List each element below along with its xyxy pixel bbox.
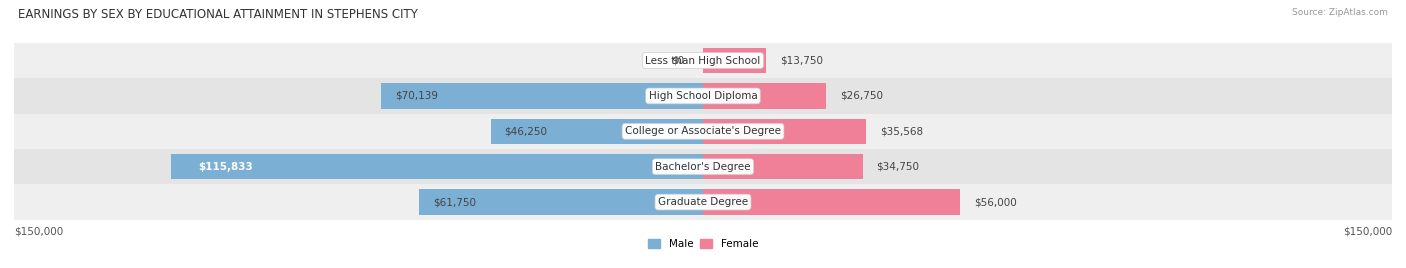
Text: $115,833: $115,833 (198, 162, 253, 172)
Text: EARNINGS BY SEX BY EDUCATIONAL ATTAINMENT IN STEPHENS CITY: EARNINGS BY SEX BY EDUCATIONAL ATTAINMEN… (18, 8, 418, 21)
Text: $0: $0 (672, 55, 685, 66)
Text: Graduate Degree: Graduate Degree (658, 197, 748, 207)
Text: Source: ZipAtlas.com: Source: ZipAtlas.com (1292, 8, 1388, 17)
Bar (172, 154, 703, 180)
Text: $26,750: $26,750 (839, 91, 883, 101)
Text: $56,000: $56,000 (974, 197, 1017, 207)
Text: $70,139: $70,139 (395, 91, 437, 101)
Text: $150,000: $150,000 (14, 226, 63, 236)
Bar (14, 149, 1392, 184)
Text: High School Diploma: High School Diploma (648, 91, 758, 101)
Bar (491, 118, 703, 144)
Bar (381, 83, 703, 109)
Text: $34,750: $34,750 (876, 162, 920, 172)
Legend: Male, Female: Male, Female (644, 235, 762, 254)
Text: Less than High School: Less than High School (645, 55, 761, 66)
Text: Bachelor's Degree: Bachelor's Degree (655, 162, 751, 172)
Text: College or Associate's Degree: College or Associate's Degree (626, 126, 780, 136)
Text: $46,250: $46,250 (505, 126, 547, 136)
Bar (703, 118, 866, 144)
Text: $13,750: $13,750 (780, 55, 823, 66)
Text: $150,000: $150,000 (1343, 226, 1392, 236)
Bar (14, 43, 1392, 78)
Text: $61,750: $61,750 (433, 197, 477, 207)
Bar (703, 154, 863, 180)
Bar (14, 114, 1392, 149)
Bar (14, 78, 1392, 114)
Bar (703, 48, 766, 73)
Bar (419, 189, 703, 215)
Bar (703, 189, 960, 215)
Text: $35,568: $35,568 (880, 126, 924, 136)
Bar (14, 184, 1392, 220)
Bar (703, 83, 825, 109)
